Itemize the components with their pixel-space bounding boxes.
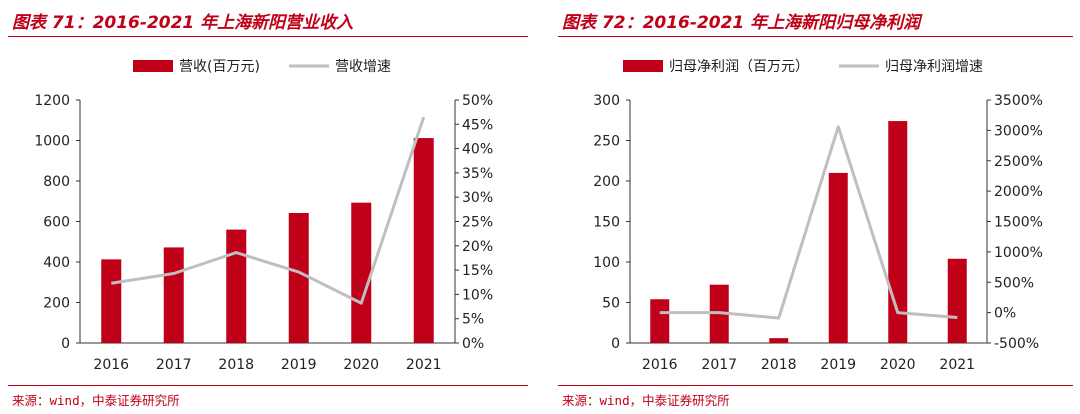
bar-2019	[288, 212, 309, 343]
right-axis-tick-label: 2000%	[994, 184, 1043, 200]
right-axis-tick-label: 5%	[462, 312, 484, 328]
left-axis-tick-label: 1200	[34, 93, 70, 109]
chart-panel-revenue: 图表 71：2016-2021 年上海新阳营业收入 0 200 400 600 800 1…	[8, 13, 528, 408]
left-axis-tick-label: 150	[593, 215, 620, 231]
left-axis-tick-label: 100	[593, 255, 620, 271]
bar-2018	[769, 338, 789, 343]
right-axis-tick-label: 20%	[462, 239, 493, 255]
source-note: 来源：wind，中泰证券研究所	[562, 393, 730, 408]
net-profit-chart: 0 50 100 150 200 250 300 -500% 0% 500% 1000% 1500% 2…	[593, 58, 1043, 373]
bar-2016	[650, 299, 670, 343]
bar-2021	[947, 258, 967, 343]
bar-2018	[226, 229, 247, 343]
source-rule	[558, 385, 1073, 386]
right-axis-tick-label: 0%	[994, 306, 1016, 322]
x-axis-tick-label: 2017	[156, 357, 192, 373]
x-axis-tick-label: 2016	[642, 357, 678, 373]
right-axis-tick-label: 1000%	[994, 245, 1043, 261]
source-note: 来源：wind，中泰证券研究所	[12, 393, 180, 408]
right-axis-tick-label: 3500%	[994, 93, 1043, 109]
legend-line-label: 归母净利润增速	[885, 58, 983, 75]
x-axis-tick-label: 2016	[93, 357, 129, 373]
bar-2020	[888, 121, 908, 343]
left-axis-tick-label: 50	[602, 296, 620, 312]
x-axis-tick-label: 2021	[939, 357, 975, 373]
growth-line	[111, 116, 426, 305]
left-axis-tick-label: 1000	[34, 134, 70, 150]
x-axis-tick-label: 2017	[701, 357, 737, 373]
x-axis-tick-label: 2018	[761, 357, 797, 373]
source-rule	[8, 385, 528, 386]
revenue-chart: 0 200 400 600 800 1000 1200 0% 5% 10% 15% 20% 25% 30%…	[34, 59, 493, 373]
left-axis-tick-label: 200	[43, 296, 70, 312]
bar-2017	[163, 247, 184, 343]
bar-2016	[101, 259, 122, 343]
chart-title: 图表 72：2016-2021 年上海新阳归母净利润	[562, 13, 921, 33]
right-axis-tick-label: 10%	[462, 287, 493, 303]
right-axis-tick-label: 500%	[994, 275, 1034, 291]
legend-line-label: 营收增速	[335, 59, 391, 75]
x-axis-tick-label: 2019	[281, 357, 317, 373]
right-axis-tick-label: 2500%	[994, 154, 1043, 170]
left-axis-tick-label: 200	[593, 174, 620, 190]
right-axis-tick-label: 50%	[462, 93, 493, 109]
right-axis-tick-label: 15%	[462, 263, 493, 279]
left-axis-tick-label: 300	[593, 93, 620, 109]
left-axis-tick-label: 0	[611, 336, 620, 352]
right-axis-tick-label: 3000%	[994, 123, 1043, 139]
left-axis-tick-label: 600	[43, 215, 70, 231]
right-axis-tick-label: 45%	[462, 117, 493, 133]
right-axis-tick-label: 30%	[462, 190, 493, 206]
right-axis-tick-label: 35%	[462, 166, 493, 182]
left-axis-tick-label: 250	[593, 134, 620, 150]
right-axis-tick-label: -500%	[994, 336, 1039, 352]
x-axis-tick-label: 2019	[820, 357, 856, 373]
chart-title: 图表 71：2016-2021 年上海新阳营业收入	[12, 13, 354, 33]
bar-2021	[413, 138, 434, 343]
legend-bar-label: 营收(百万元)	[179, 59, 260, 75]
left-axis-tick-label: 0	[61, 336, 70, 352]
chart-panel-net-profit: 图表 72：2016-2021 年上海新阳归母净利润 0 50 100 150 200 2…	[550, 0, 1080, 414]
left-axis-tick-label: 400	[43, 255, 70, 271]
bar-2020	[351, 202, 372, 343]
right-axis-tick-label: 1500%	[994, 215, 1043, 231]
legend-bar-label: 归母净利润（百万元）	[669, 58, 809, 75]
right-axis-tick-label: 0%	[462, 336, 484, 352]
title-rule	[8, 36, 528, 37]
x-axis-tick-label: 2018	[218, 357, 254, 373]
title-rule	[558, 36, 1073, 37]
right-axis-tick-label: 25%	[462, 215, 493, 231]
bar-2019	[828, 172, 848, 343]
left-axis-tick-label: 800	[43, 174, 70, 190]
growth-line	[659, 125, 958, 320]
right-axis-tick-label: 40%	[462, 142, 493, 158]
legend-bar-swatch	[133, 60, 173, 72]
x-axis-tick-label: 2021	[406, 357, 442, 373]
x-axis-tick-label: 2020	[880, 357, 916, 373]
x-axis-tick-label: 2020	[343, 357, 379, 373]
legend-bar-swatch	[623, 60, 663, 72]
